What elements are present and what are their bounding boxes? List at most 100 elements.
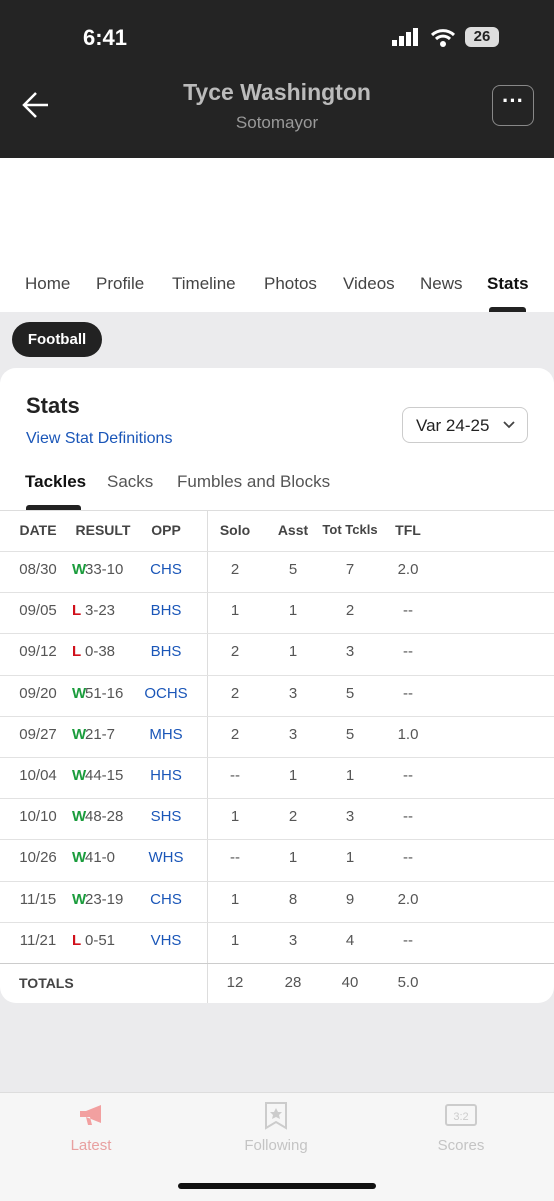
row-border — [0, 674, 554, 676]
column-divider — [207, 510, 208, 1003]
tab[interactable]: Home — [25, 274, 71, 293]
nav-label[interactable]: Following — [244, 1137, 308, 1154]
cell: -- — [403, 602, 413, 620]
column-header: DATE — [19, 522, 57, 538]
opponent[interactable]: CHS — [150, 890, 182, 908]
cell: -- — [403, 767, 413, 784]
opponent[interactable]: VHS — [150, 931, 182, 949]
following-icon — [265, 1102, 287, 1130]
sport-chip[interactable]: Football — [12, 322, 102, 357]
header-bar — [0, 0, 554, 158]
opponent[interactable]: CHS — [150, 561, 182, 578]
score: 41-0 — [85, 849, 116, 867]
cell: 7 — [345, 561, 355, 578]
cell: 09/27 — [19, 725, 57, 743]
cell: 2.0 — [397, 890, 419, 908]
opponent[interactable]: BHS — [150, 602, 182, 620]
row-border — [0, 839, 554, 841]
tab[interactable]: Profile — [96, 274, 145, 293]
cell: 1 — [230, 602, 240, 620]
tab[interactable]: Timeline — [172, 274, 236, 293]
opponent[interactable]: OCHS — [144, 684, 188, 702]
row-border — [0, 880, 554, 882]
row-border — [0, 633, 554, 635]
cell: -- — [403, 849, 413, 867]
cell: -- — [403, 808, 413, 826]
score: 21-7 — [85, 725, 116, 743]
tab[interactable]: Stats — [487, 274, 529, 293]
subtab[interactable]: Fumbles and Blocks — [177, 472, 331, 491]
status-time: 6:41 — [82, 25, 128, 50]
signal-icon — [392, 28, 418, 46]
nav-label[interactable]: Scores — [437, 1137, 485, 1154]
score: 51-16 — [85, 684, 124, 702]
cell: 10/04 — [19, 767, 57, 784]
scores-icon: 3:2 — [445, 1104, 477, 1126]
latest-icon — [80, 1105, 101, 1125]
score: 48-28 — [85, 808, 124, 826]
battery: 26 — [465, 27, 499, 47]
cell: 1 — [288, 767, 298, 784]
cell: 2 — [288, 808, 298, 826]
cell: 3 — [288, 931, 298, 949]
tab[interactable]: News — [420, 274, 463, 293]
result-letter: W — [72, 890, 87, 908]
cell: 2 — [230, 561, 240, 578]
dropdown-caret — [503, 421, 515, 429]
tab[interactable]: Videos — [343, 274, 395, 293]
subtab[interactable]: Tackles — [25, 472, 87, 491]
cell: 2.0 — [397, 561, 419, 578]
cell: 11/15 — [19, 890, 57, 908]
more-button[interactable]: ··· — [492, 85, 534, 126]
cell: 10/10 — [19, 808, 57, 826]
school-name: Sotomayor — [235, 113, 319, 132]
row-border — [0, 551, 554, 552]
result-letter: L — [72, 602, 82, 620]
result-letter: W — [72, 808, 87, 826]
tab[interactable]: Photos — [264, 274, 317, 293]
opponent[interactable]: HHS — [150, 767, 182, 784]
cell: 1 — [230, 890, 240, 908]
column-header: Solo — [219, 522, 251, 538]
cell: 2 — [230, 643, 240, 661]
back-button[interactable] — [20, 90, 52, 120]
cell: 1.0 — [397, 725, 419, 743]
cell: 1 — [345, 849, 355, 867]
cell: 5 — [345, 684, 355, 702]
result-letter: L — [72, 643, 82, 661]
totals-label: TOTALS — [19, 975, 74, 991]
card-title: Stats — [26, 393, 80, 418]
cell: 08/30 — [19, 561, 57, 578]
total-value: 12 — [226, 974, 244, 991]
stats-card — [0, 368, 554, 1003]
cell: 9 — [345, 890, 355, 908]
season-dropdown[interactable]: Var 24-25 — [402, 407, 528, 443]
subtab[interactable]: Sacks — [107, 472, 154, 491]
row-border — [0, 715, 554, 717]
cell: 3 — [345, 643, 355, 661]
score: 0-38 — [85, 643, 116, 661]
result-letter: W — [72, 767, 87, 784]
nav-label[interactable]: Latest — [70, 1137, 112, 1154]
opponent[interactable]: WHS — [148, 849, 184, 867]
score: 0-51 — [85, 931, 116, 949]
stat-definitions-link[interactable]: View Stat Definitions — [26, 430, 173, 447]
score: 33-10 — [85, 561, 124, 578]
wifi-icon — [430, 29, 456, 47]
total-value: 28 — [284, 974, 302, 991]
opponent[interactable]: MHS — [149, 725, 183, 743]
cell: 2 — [230, 725, 240, 743]
cell: 09/05 — [19, 602, 57, 620]
opponent[interactable]: BHS — [150, 643, 182, 661]
score: 3-23 — [85, 602, 116, 620]
cell: 4 — [345, 931, 355, 949]
cell: 1 — [345, 767, 355, 784]
opponent[interactable]: SHS — [150, 808, 182, 826]
column-header: RESULT — [75, 522, 131, 538]
row-border — [0, 798, 554, 800]
cell: 2 — [345, 602, 355, 620]
cell: 1 — [230, 931, 240, 949]
table-top-border — [0, 510, 554, 511]
cell: -- — [403, 684, 413, 702]
cell: 1 — [230, 808, 240, 826]
